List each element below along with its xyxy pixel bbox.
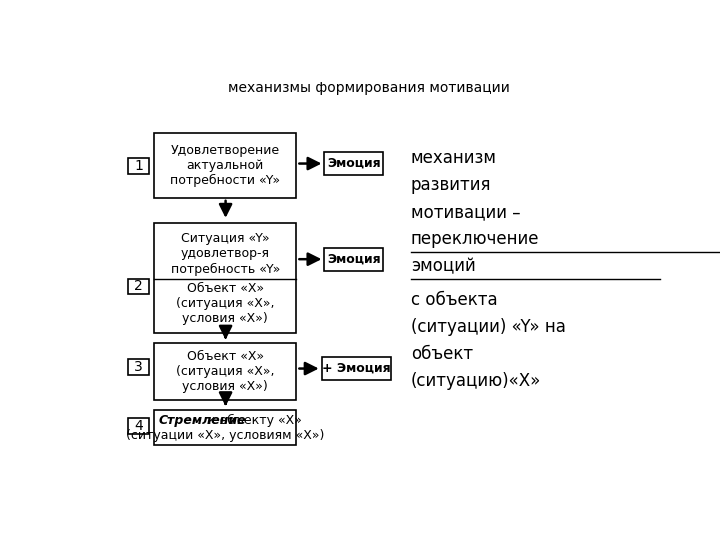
Text: Объект «X»
(ситуация «X»,
условия «X»): Объект «X» (ситуация «X», условия «X») (176, 282, 274, 326)
Text: Удовлетворение
актуальной
потребности «Y»: Удовлетворение актуальной потребности «Y… (170, 144, 280, 187)
Text: механизмы формирования мотивации: механизмы формирования мотивации (228, 80, 510, 94)
Text: (ситуации «X», условиям «X»): (ситуации «X», условиям «X») (126, 429, 325, 442)
FancyBboxPatch shape (154, 133, 297, 198)
Text: (ситуации) «Y» на: (ситуации) «Y» на (411, 318, 566, 336)
FancyBboxPatch shape (324, 152, 383, 175)
FancyBboxPatch shape (128, 279, 149, 294)
Text: Эмоция: Эмоция (327, 253, 380, 266)
FancyBboxPatch shape (128, 418, 149, 434)
Text: Эмоция: Эмоция (327, 157, 380, 170)
Text: 3: 3 (134, 360, 143, 374)
FancyBboxPatch shape (128, 158, 149, 174)
Text: мотивации –: мотивации – (411, 204, 521, 221)
Text: 2: 2 (134, 279, 143, 293)
Text: развития: развития (411, 177, 491, 194)
Text: + Эмоция: + Эмоция (322, 362, 391, 375)
Text: к объекту «X»: к объекту «X» (204, 414, 302, 427)
Text: механизм: механизм (411, 150, 497, 167)
Text: (ситуацию)«X»: (ситуацию)«X» (411, 372, 541, 390)
FancyBboxPatch shape (154, 410, 297, 446)
FancyBboxPatch shape (322, 357, 392, 380)
Text: Объект «X»
(ситуация «X»,
условия «X»): Объект «X» (ситуация «X», условия «X») (176, 350, 274, 393)
Text: Ситуация «Y»
удовлетвор-я
потребность «Y»: Ситуация «Y» удовлетвор-я потребность «Y… (171, 232, 280, 275)
Text: 4: 4 (134, 419, 143, 433)
FancyBboxPatch shape (154, 223, 297, 333)
Text: Стремление: Стремление (158, 414, 246, 427)
FancyBboxPatch shape (324, 248, 383, 271)
Text: 1: 1 (134, 159, 143, 173)
Text: переключение: переключение (411, 231, 539, 248)
Text: эмоций: эмоций (411, 258, 476, 275)
FancyBboxPatch shape (128, 359, 149, 375)
FancyBboxPatch shape (154, 343, 297, 400)
Text: объект: объект (411, 345, 473, 363)
Text: с объекта: с объекта (411, 291, 498, 309)
